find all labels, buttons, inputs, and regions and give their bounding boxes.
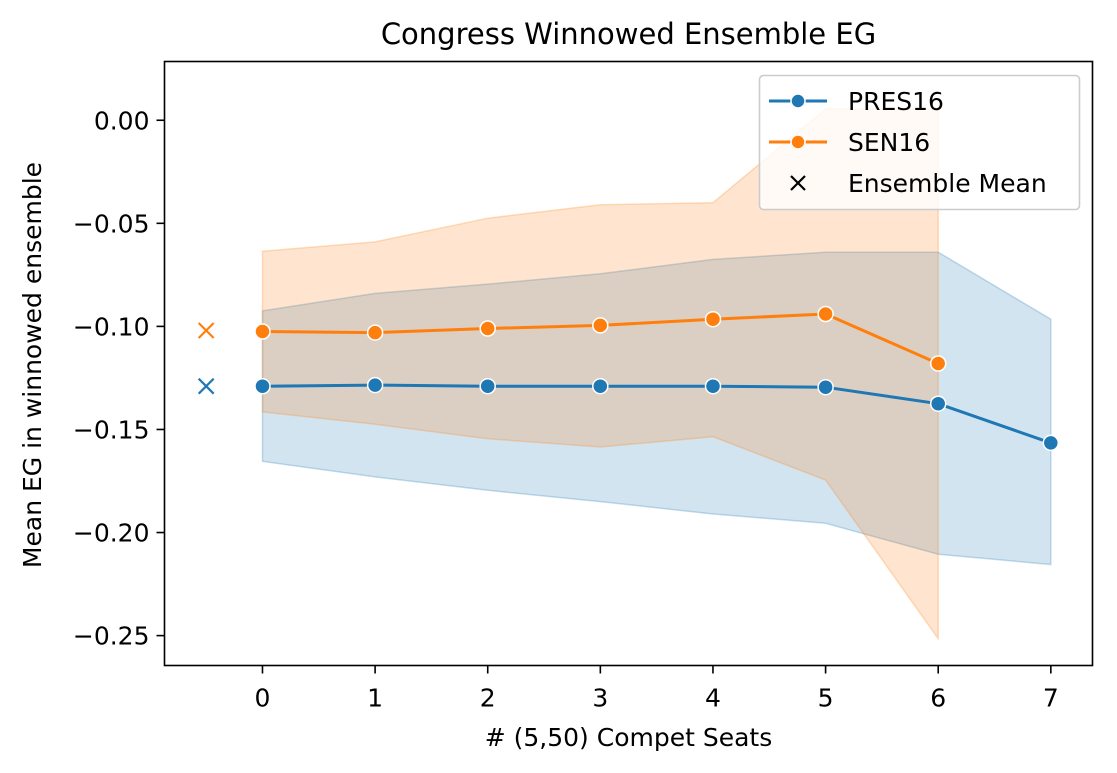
plot-frame xyxy=(163,60,1094,667)
x-tick-label: 0 xyxy=(255,684,271,713)
legend-pres16-label: PRES16 xyxy=(848,87,944,116)
pres16-line xyxy=(262,383,1052,445)
pres16-point xyxy=(254,377,271,395)
x-tick-label: 7 xyxy=(1043,684,1059,713)
legend-sen16-label: SEN16 xyxy=(848,128,930,157)
x-tick-label: 3 xyxy=(592,684,608,713)
pres16-point xyxy=(1042,434,1060,452)
pres16-point xyxy=(479,377,496,395)
legend-sen16-marker xyxy=(790,134,806,150)
y-axis-ticks: 0.00 −0.05 −0.10 −0.15 −0.20 −0.25 xyxy=(73,106,165,651)
sen16-point xyxy=(817,305,834,323)
x-axis-ticks: 0 1 2 3 4 5 6 7 xyxy=(255,665,1059,713)
legend-ensemble-mean-marker xyxy=(790,175,806,191)
ensemble-mean-markers xyxy=(197,322,215,395)
sen16-point xyxy=(929,355,947,372)
sen16-point xyxy=(254,323,271,340)
x-axis-label: # (5,50) Compet Seats xyxy=(485,723,773,752)
legend-ensemble-mean-label: Ensemble Mean xyxy=(848,169,1047,198)
sen16-point xyxy=(592,317,609,334)
legend-frame xyxy=(758,74,1081,211)
series-markers xyxy=(254,305,1060,452)
legend: PRES16 SEN16 Ensemble Mean xyxy=(758,74,1081,211)
sen16-band xyxy=(261,108,939,642)
pres16-point xyxy=(592,377,609,395)
x-tick-label: 2 xyxy=(480,684,496,713)
y-axis-label: Mean EG in winnowed ensemble xyxy=(18,162,47,568)
sen16-point xyxy=(479,320,496,337)
y-tick-label: −0.05 xyxy=(73,209,150,238)
y-tick-label: −0.10 xyxy=(73,312,150,341)
pres16-point xyxy=(366,376,384,394)
y-tick-label: −0.15 xyxy=(73,415,150,444)
sen16-point xyxy=(366,324,384,341)
x-tick-label: 1 xyxy=(367,684,383,713)
x-tick-label: 5 xyxy=(818,684,834,713)
pres16-point xyxy=(929,395,947,412)
y-tick-label: −0.25 xyxy=(73,622,150,651)
ensemble-mean-pres16 xyxy=(197,377,215,395)
y-tick-label: −0.20 xyxy=(73,519,150,548)
pres16-point xyxy=(817,378,834,396)
x-tick-label: 4 xyxy=(705,684,721,713)
legend-pres16-marker xyxy=(790,93,806,109)
sen16-point xyxy=(704,310,722,328)
x-tick-label: 6 xyxy=(930,684,946,713)
chart-title: Congress Winnowed Ensemble EG xyxy=(381,17,876,51)
pres16-point xyxy=(704,377,722,395)
y-tick-label: 0.00 xyxy=(94,106,150,135)
ensemble-mean-sen16 xyxy=(197,322,215,339)
